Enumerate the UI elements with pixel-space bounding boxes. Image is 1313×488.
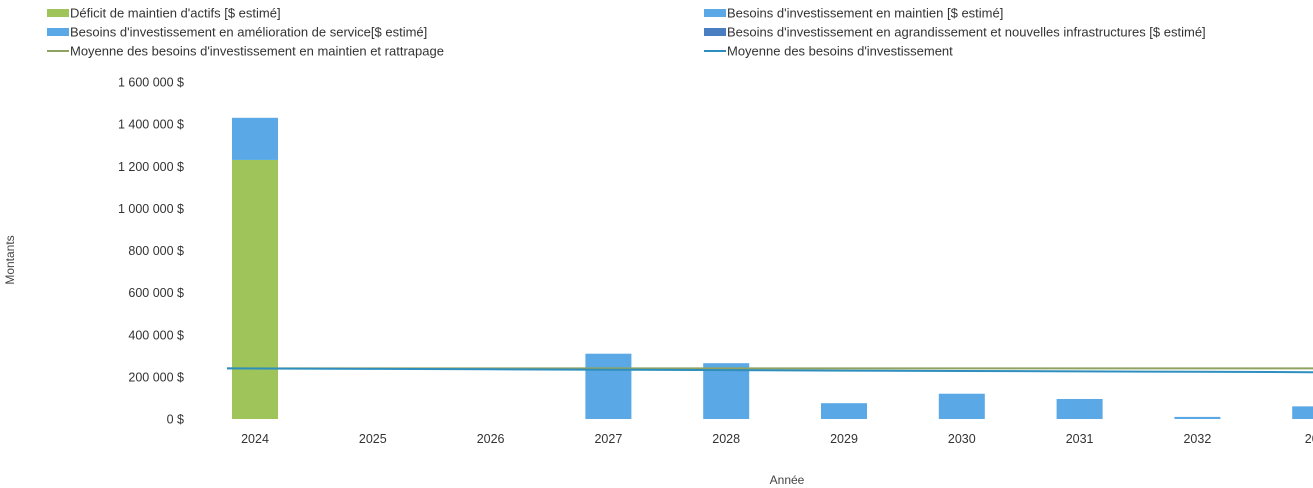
y-tick-label: 1 000 000 $ [118, 202, 184, 216]
y-tick-label: 800 000 $ [128, 244, 184, 258]
bar-besoins-2029 [821, 403, 867, 419]
x-axis-title: Année [770, 473, 805, 487]
legend-swatch-right-1 [704, 28, 726, 36]
average-lines [226, 367, 1313, 374]
bar-besoins-2028 [703, 363, 750, 419]
x-tick-label: 2030 [948, 432, 976, 446]
legend-label-right-1: Besoins d'investissement en agrandisseme… [727, 25, 1206, 40]
chart-legend: Déficit de maintien d'actifs [$ estimé] B… [47, 6, 1206, 59]
y-tick-label: 1 200 000 $ [118, 160, 184, 174]
legend-swatch-right-0 [704, 9, 726, 17]
bar-besoins-2027 [585, 353, 632, 419]
legend-label-right-0: Besoins d'investissement en maintien [$ … [727, 6, 1003, 21]
y-axis-title: Montants [3, 235, 17, 284]
x-tick-label: 2025 [359, 432, 387, 446]
x-axis-ticks: 2024 2025 2026 2027 2028 2029 2030 2031 2032 203 [241, 432, 1313, 446]
y-tick-label: 600 000 $ [128, 286, 184, 300]
y-axis-ticks: 0 $ 200 000 $ 400 000 $ 600 000 $ 800 000 $ 1… [118, 76, 184, 427]
legend-label-left-1: Besoins d'investissement en amélioration… [70, 25, 427, 40]
y-tick-label: 200 000 $ [128, 370, 184, 384]
bar-besoins-2032 [1174, 416, 1221, 419]
legend-label-right-2: Moyenne des besoins d'investissement [727, 44, 953, 59]
bar-besoins-203 [1292, 406, 1313, 419]
y-tick-label: 1 600 000 $ [118, 76, 184, 90]
x-tick-label: 2026 [477, 432, 505, 446]
average-line-1 [226, 367, 1313, 374]
bar-besoins-2024 [232, 117, 278, 160]
bar-besoins-2030 [938, 393, 985, 419]
bar-besoins-2031 [1056, 398, 1103, 419]
x-tick-label: 2032 [1183, 432, 1211, 446]
legend-swatch-left-0 [47, 9, 69, 17]
x-tick-label: 2028 [712, 432, 740, 446]
legend-label-left-2: Moyenne des besoins d'investissement en … [70, 44, 444, 59]
x-tick-label: 2027 [594, 432, 622, 446]
x-tick-label: 2029 [830, 432, 858, 446]
y-tick-label: 1 400 000 $ [118, 118, 184, 132]
x-tick-label: 2024 [241, 432, 269, 446]
x-tick-label: 2031 [1066, 432, 1094, 446]
bar-dficit-2024 [232, 159, 278, 419]
legend-swatch-left-1 [47, 28, 69, 36]
chart-bars [232, 117, 1313, 419]
y-tick-label: 0 $ [167, 413, 184, 427]
y-tick-label: 400 000 $ [128, 328, 184, 342]
legend-label-left-0: Déficit de maintien d'actifs [$ estimé] [70, 6, 281, 21]
x-tick-label: 203 [1305, 432, 1313, 446]
